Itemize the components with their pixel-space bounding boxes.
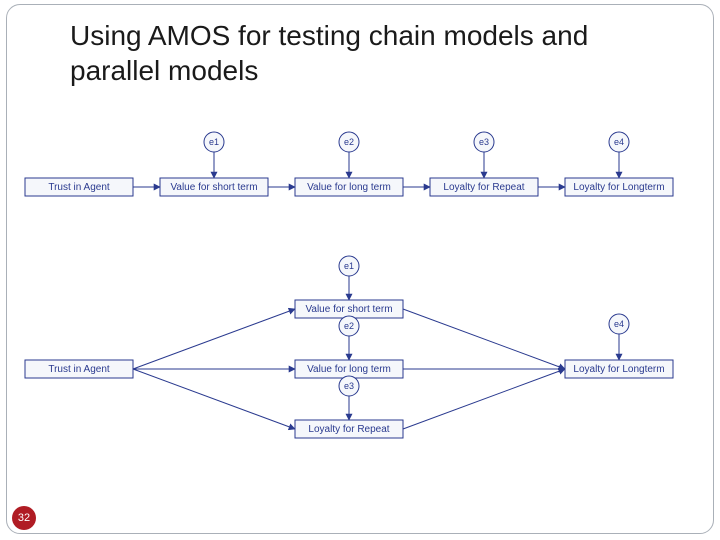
chain-node-c2: Value for long term [295, 178, 403, 196]
svg-text:e2: e2 [344, 137, 354, 147]
svg-text:e1: e1 [209, 137, 219, 147]
chain-error-e3: e3 [474, 132, 494, 152]
chain-error-e1: e1 [204, 132, 224, 152]
svg-text:Value for long term: Value for long term [307, 364, 391, 375]
chain-node-c1: Value for short term [160, 178, 268, 196]
svg-text:e3: e3 [344, 381, 354, 391]
parallel-mediator-pm1: Value for short term [295, 300, 403, 318]
svg-text:Loyalty for Repeat: Loyalty for Repeat [443, 182, 524, 193]
path-diagram-svg: Trust in Agent Value for short term e1 Valu… [15, 120, 705, 490]
svg-text:Loyalty for Longterm: Loyalty for Longterm [573, 182, 664, 193]
diagram-region: Trust in Agent Value for short term e1 Valu… [15, 120, 705, 500]
svg-text:e4: e4 [614, 137, 624, 147]
chain-error-e4: e4 [609, 132, 629, 152]
svg-text:Value for short term: Value for short term [305, 304, 392, 315]
parallel-error-e1: e1 [339, 256, 359, 276]
parallel-edge-pm3-p_tgt [403, 369, 565, 429]
svg-text:Loyalty for Repeat: Loyalty for Repeat [308, 424, 389, 435]
parallel-edge-p_src-pm3 [133, 369, 295, 429]
svg-text:e1: e1 [344, 261, 354, 271]
parallel-mediator-pm3: Loyalty for Repeat [295, 420, 403, 438]
chain-node-c4: Loyalty for Longterm [565, 178, 673, 196]
svg-text:Value for long term: Value for long term [307, 182, 391, 193]
parallel-error-e2: e2 [339, 316, 359, 336]
parallel-edge-pm1-p_tgt [403, 309, 565, 369]
parallel-error-e3: e3 [339, 376, 359, 396]
parallel-source-node: Trust in Agent [25, 360, 133, 378]
slide-title: Using AMOS for testing chain models and … [70, 18, 680, 88]
svg-text:e4: e4 [614, 319, 624, 329]
svg-text:Trust in Agent: Trust in Agent [48, 182, 110, 193]
svg-text:e3: e3 [479, 137, 489, 147]
svg-text:Loyalty for Longterm: Loyalty for Longterm [573, 364, 664, 375]
parallel-target-node: Loyalty for Longterm [565, 360, 673, 378]
chain-node-c3: Loyalty for Repeat [430, 178, 538, 196]
svg-text:Trust in Agent: Trust in Agent [48, 364, 110, 375]
svg-text:Value for short term: Value for short term [170, 182, 257, 193]
page-number-badge: 32 [12, 506, 36, 530]
chain-node-c0: Trust in Agent [25, 178, 133, 196]
parallel-edge-p_src-pm1 [133, 309, 295, 369]
parallel-mediator-pm2: Value for long term [295, 360, 403, 378]
chain-error-e2: e2 [339, 132, 359, 152]
svg-text:e2: e2 [344, 321, 354, 331]
parallel-error-e4: e4 [609, 314, 629, 334]
